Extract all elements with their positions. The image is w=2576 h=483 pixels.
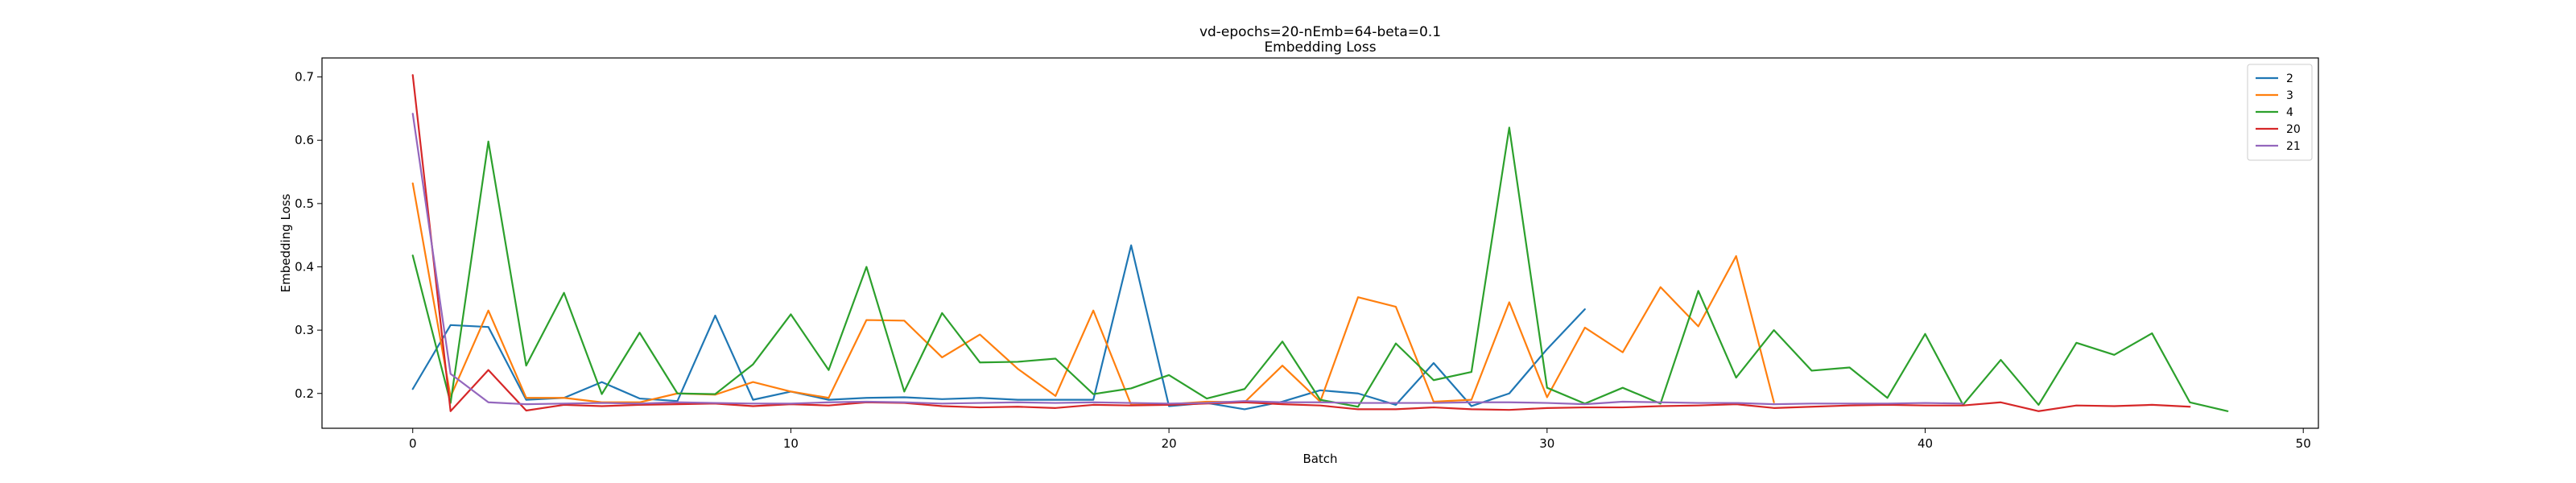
x-axis: 0 10 20 30 40 50 bbox=[409, 428, 2311, 451]
y-tick-label: 0.6 bbox=[295, 133, 314, 147]
y-axis-label: Embedding Loss bbox=[279, 193, 293, 292]
x-axis-label: Batch bbox=[1302, 452, 1337, 466]
x-tick-label: 50 bbox=[2296, 436, 2311, 451]
x-tick-label: 30 bbox=[1539, 436, 1554, 451]
series-line-3 bbox=[411, 182, 1775, 407]
legend-label-3: 3 bbox=[2286, 89, 2293, 102]
legend: 2 3 4 20 21 bbox=[2247, 64, 2313, 161]
series-line-21 bbox=[411, 113, 1964, 406]
legend-box bbox=[2247, 64, 2313, 161]
chart-subtitle: Embedding Loss bbox=[1264, 39, 1376, 56]
plot-area bbox=[411, 74, 2229, 412]
x-tick-label: 40 bbox=[1918, 436, 1933, 451]
legend-label-4: 4 bbox=[2286, 106, 2293, 119]
x-tick-label: 20 bbox=[1162, 436, 1177, 451]
y-tick-label: 0.7 bbox=[295, 70, 314, 85]
y-axis: 0.2 0.3 0.4 0.5 0.6 0.7 bbox=[295, 70, 322, 401]
y-tick-label: 0.2 bbox=[295, 386, 314, 401]
legend-label-21: 21 bbox=[2286, 140, 2301, 153]
y-tick-label: 0.5 bbox=[295, 196, 314, 211]
chart-title: vd-epochs=20-nEmb=64-beta=0.1 bbox=[1199, 24, 1441, 40]
y-tick-label: 0.3 bbox=[295, 323, 314, 337]
x-tick-label: 0 bbox=[409, 436, 417, 451]
y-tick-label: 0.4 bbox=[295, 259, 314, 274]
x-tick-label: 10 bbox=[783, 436, 799, 451]
axes-frame bbox=[321, 57, 2319, 429]
legend-label-2: 2 bbox=[2286, 72, 2293, 85]
series-line-4 bbox=[411, 126, 2229, 412]
legend-label-20: 20 bbox=[2286, 123, 2301, 136]
